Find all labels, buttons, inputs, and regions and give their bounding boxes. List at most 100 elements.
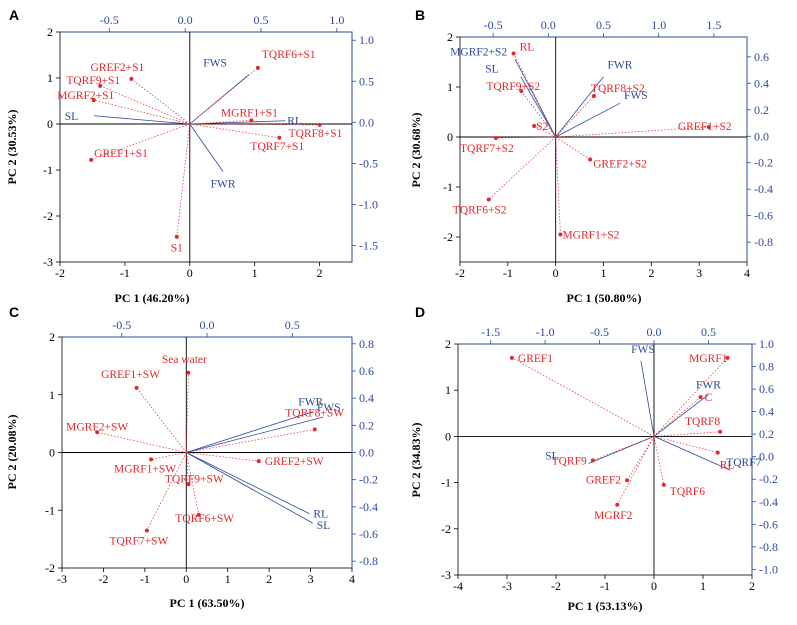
panel-b-score-label: RL [520, 42, 535, 54]
panel-b-top-tick-label: 0.5 [596, 18, 611, 32]
panel-a-score-line [189, 119, 252, 125]
panel-c-score-label: Sea water [162, 354, 207, 366]
panel-b-loading-vector [520, 76, 557, 138]
panel-c-score-line [185, 452, 200, 515]
panel-d-top-tick-label: 0.5 [701, 325, 716, 339]
panel-a-x-axis-label: PC 1 (46.20%) [115, 291, 190, 305]
panel-a-loading-label: FWR [211, 179, 236, 191]
panel-b-top-tick-label: 0.0 [541, 18, 556, 32]
panel-d-ytick-label: -3 [441, 568, 451, 582]
panel-a-letter: A [9, 7, 19, 23]
panel-b-ytick-label: -2 [443, 230, 453, 244]
panel-b-xtick-label: 1 [601, 266, 607, 280]
panel-c-score-point [256, 459, 261, 464]
panel-d-top-tick-label: 0.0 [647, 325, 662, 339]
panel-a-score-point [317, 122, 322, 127]
panel-b-x-axis-label: PC 1 (50.80%) [567, 291, 642, 305]
panel-a-score-label: GREF1+S1 [94, 148, 148, 160]
panel-a-score-label: TQRF6+S1 [262, 49, 316, 61]
panel-d-loading-vector [653, 436, 731, 471]
panel-c-score-point [186, 482, 191, 487]
panel-c-xtick-label: 0 [183, 572, 189, 586]
panel-c-xtick-label: -1 [140, 572, 150, 586]
panel-a-xtick-label: -2 [55, 266, 65, 280]
panel-b-score-point [591, 94, 596, 98]
panel-d-right-tick-label: 0.6 [759, 382, 774, 396]
panel-d-right-tick-label: 1.0 [759, 337, 774, 351]
panel-c-score-line [186, 429, 315, 453]
panel-a-y-axis-label: PC 2 (30.53%) [5, 110, 19, 185]
panel-a-top-tick-label: 1.0 [329, 13, 344, 27]
panel-c-score-label: TQRF8+SW [285, 407, 344, 419]
panel-a-score-point [98, 83, 103, 88]
panel-d-score-line [592, 436, 655, 461]
panel-c-letter: C [9, 304, 19, 320]
panel-d-right-tick-label: 0.2 [759, 427, 774, 441]
panel-d-x-axis-label: PC 1 (53.13%) [568, 599, 643, 613]
panel-d-right-tick-label: 0.0 [759, 450, 774, 464]
panel-a-top-tick-label: 0.0 [178, 13, 193, 27]
panel-d-score-line [653, 431, 721, 437]
panel-a-score-label: TQRF9+S1 [66, 75, 120, 87]
panel-d-right-tick-label: -1.0 [759, 562, 778, 576]
panel-c-score-line [185, 452, 189, 485]
panel-c-loading-vector [186, 416, 324, 453]
panel-c-loading-label: SL [317, 520, 330, 532]
panel-d-score-point [590, 458, 595, 463]
panel-b-score-label: GREF2+S2 [593, 159, 647, 171]
panel-a-score-point [277, 135, 282, 140]
panel-b-score-point [588, 157, 593, 162]
panel-c-right-tick-label: 0.4 [359, 391, 374, 405]
panel-d-score-label: RL [720, 460, 735, 472]
panel-c-xtick-label: -2 [98, 572, 108, 586]
panel-d-loading-label: FWS [631, 344, 655, 356]
panel-d-loading-vector [588, 436, 655, 464]
panel-b-score-line [555, 136, 561, 235]
panel-d-xtick-label: 0 [651, 579, 657, 593]
panel-b-loading-label: FWR [608, 60, 633, 72]
panel-a-score-label: TQRF7+S1 [250, 141, 304, 153]
panel-d-score-label: TQRF6 [670, 486, 705, 498]
panel-a-score-point [89, 157, 94, 162]
panel-a-ytick-label: -2 [43, 209, 53, 223]
panel-a-loading-vector [189, 120, 286, 125]
panel-b-right-tick-label: 0.4 [754, 76, 769, 90]
panel-a-score-label: MGRF2+S1 [57, 90, 114, 102]
panel-c-score-line [186, 452, 259, 462]
panel-b-loading-label: FWS [624, 90, 648, 102]
panel-c-right-tick-label: -0.4 [359, 500, 378, 514]
panel-c-score-point [312, 427, 317, 432]
panel-a-score-line [189, 67, 259, 125]
panel-b-right-tick-label: -0.4 [754, 182, 773, 196]
panel-c-y-axis-label: PC 2 (20.08%) [5, 415, 19, 490]
panel-b-letter: B [415, 7, 425, 23]
panel-b-ytick-label: 2 [447, 30, 453, 44]
panel-a-score-line [93, 99, 190, 125]
panel-b-right-tick-label: 0.2 [754, 103, 769, 117]
panel-b-right-tick-label: 0.0 [754, 129, 769, 143]
panel-d-score-point [698, 395, 703, 400]
panel-c-score-label: TQRF9+SW [165, 473, 224, 485]
panel-a-loading-vector [189, 123, 224, 172]
panel-d-score-label: C [705, 392, 713, 404]
panel-b-right-tick-label: -0.8 [754, 235, 773, 249]
panel-d-frame [457, 343, 753, 576]
panel-c-score-point [144, 528, 149, 533]
panel-b-top-tick-label: -0.5 [484, 18, 503, 32]
panel-d-right-tick-label: -0.4 [759, 495, 778, 509]
panel-d-score-label: GREF1 [518, 353, 553, 365]
panel-d-ytick-label: 1 [445, 383, 451, 397]
panel-d-loading-label: TQRF7 [726, 457, 761, 469]
panel-a-loading-vector [94, 115, 190, 125]
panel-d-score-line [653, 436, 665, 485]
panel-c-score-label: TQRF6+SW [175, 513, 234, 525]
panel-b-score-label: TQRF8+S2 [591, 83, 645, 95]
panel-c-score-label: GREF2+SW [265, 456, 324, 468]
panel-b-y-axis-label: PC 2 (30.68%) [409, 113, 423, 188]
panel-c-score-line [136, 387, 187, 453]
panel-a-score-label: S1 [171, 243, 183, 255]
panel-c-loading-label: FWR [298, 397, 323, 409]
panel-b-right-tick-label: 0.6 [754, 50, 769, 64]
panel-b-score-line [555, 126, 709, 138]
